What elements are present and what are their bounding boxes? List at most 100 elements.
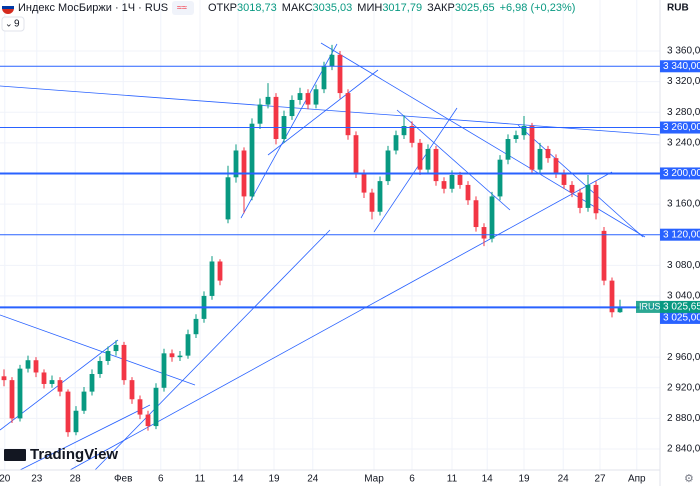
candle-body [537, 148, 543, 170]
candle-body [369, 192, 375, 212]
candle-body [481, 227, 487, 239]
y-tick-label: 3 320,00 [667, 76, 700, 87]
last-price-label: 3 025,65 [663, 302, 700, 313]
candle-body [121, 344, 127, 381]
candle-body [9, 380, 15, 419]
candle-body [273, 96, 279, 140]
settings-icon[interactable]: ⚙ [684, 473, 694, 485]
change: +6,98 (+0,23%) [500, 2, 576, 14]
x-tick-label: 6 [158, 474, 164, 485]
candle-body [345, 93, 351, 136]
compare-button[interactable] [172, 1, 194, 15]
last-price-box [660, 300, 700, 313]
candle-body [1, 376, 7, 381]
ohlc-value: 3018,73 [237, 2, 277, 14]
candle-body [105, 351, 111, 361]
candle-body [233, 150, 239, 178]
candle-body [209, 261, 215, 296]
candle-body [153, 387, 159, 427]
x-tick-label: 14 [232, 474, 244, 485]
candle-body [41, 372, 47, 384]
svg-text:≈≈: ≈≈ [177, 2, 187, 12]
candle-body [593, 184, 599, 214]
candle-body [601, 230, 607, 281]
x-tick-label: 23 [31, 474, 43, 485]
x-tick-label: 14 [482, 474, 494, 485]
candle-body [609, 280, 615, 313]
candle-body [265, 96, 271, 105]
candle-body [441, 181, 447, 189]
candle-body [57, 380, 63, 392]
x-tick-label: 11 [447, 474, 458, 485]
x-tick-label: 28 [70, 474, 82, 485]
currency: RUB [667, 3, 689, 14]
y-tick-label: 3 080,00 [667, 260, 700, 271]
candle-body [489, 196, 495, 239]
candle-body [465, 184, 471, 201]
toolbar: Индекс МосБиржи · 1Ч · RUS ≈≈ ОТКР3018,7… [1, 1, 689, 32]
candle-body [433, 148, 439, 182]
candle-body [129, 380, 135, 400]
candle-body [585, 184, 591, 208]
candle-body [393, 135, 399, 151]
candle-body [257, 104, 263, 124]
candle-body [17, 368, 23, 419]
candle-body [321, 66, 327, 90]
x-tick-label: 19 [268, 474, 280, 485]
candle-body [577, 192, 583, 208]
ohlc-value: 3035,03 [313, 2, 353, 14]
indicators-toggle[interactable] [1, 16, 25, 32]
candle-body [449, 174, 455, 189]
symbol-title: Индекс МосБиржи · 1Ч · RUS [18, 2, 168, 14]
brand-name: TradingView [30, 446, 118, 463]
candle-body [337, 54, 343, 94]
candle-body [225, 177, 231, 220]
candle-body [561, 173, 567, 185]
x-tick-label: Апр [628, 474, 646, 485]
ohlc-value: 3017,79 [382, 2, 422, 14]
y-tick-label: 3 360,00 [667, 46, 700, 57]
candle-body [169, 353, 175, 358]
level-label: 3 025,00 [663, 313, 700, 324]
x-tick-label: 27 [594, 474, 606, 485]
y-tick-label: 3 280,00 [667, 107, 700, 118]
candle-body [409, 125, 415, 143]
candle-body [497, 159, 503, 197]
candle-body [305, 93, 311, 105]
x-tick-label: Фев [114, 474, 132, 485]
candle-body [249, 123, 255, 197]
candle-body [425, 148, 431, 170]
candle-body [25, 360, 31, 369]
indicator-count: 9 [14, 19, 20, 30]
candle-body [89, 374, 95, 392]
y-tick-label: 3 040,00 [667, 291, 700, 302]
candle-body [113, 344, 119, 352]
candle-body [217, 261, 223, 281]
brand: TradingView [4, 446, 118, 463]
candle-body [417, 142, 423, 170]
candle-body [289, 99, 295, 117]
svg-text:⌄: ⌄ [5, 18, 13, 28]
x-tick-label: 24 [307, 474, 319, 485]
candle-body [161, 353, 167, 388]
symbol-tag-box [636, 300, 660, 313]
level-label: 3 340,00 [663, 61, 700, 72]
ohlc-label: МАКС [282, 2, 313, 14]
candle-body [457, 174, 463, 185]
candle-body [81, 391, 87, 411]
level-label-box [660, 60, 700, 73]
candle-body [505, 139, 511, 160]
y-tick-label: 3 240,00 [667, 137, 700, 148]
candle-body [137, 399, 143, 415]
candle-body [473, 200, 479, 228]
candle-body [385, 150, 391, 182]
y-tick-label: 2 920,00 [667, 382, 700, 393]
candle-body [177, 355, 183, 358]
ohlc-value: 3025,65 [455, 2, 495, 14]
x-tick-label: Мар [364, 474, 384, 485]
candle-body [401, 125, 407, 136]
y-tick-label: 2 880,00 [667, 413, 700, 424]
x-tick-label: 6 [409, 474, 415, 485]
candle-body [545, 148, 551, 159]
candle-body [33, 360, 39, 373]
